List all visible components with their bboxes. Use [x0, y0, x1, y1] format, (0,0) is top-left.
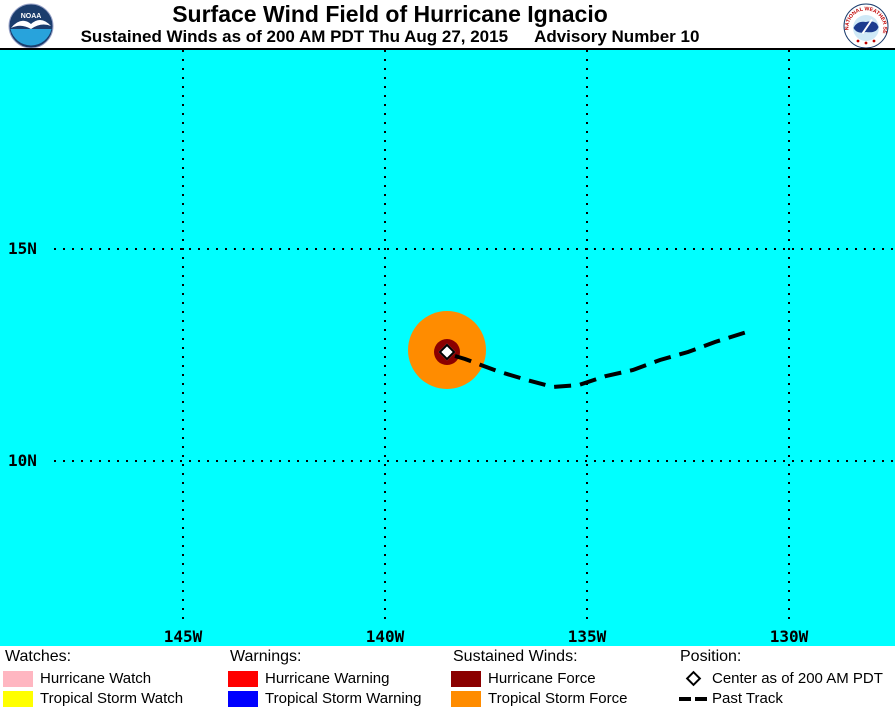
header-divider	[0, 48, 895, 50]
legend-swatch	[451, 670, 481, 687]
legend-column-title: Warnings:	[230, 648, 302, 665]
longitude-label: 145W	[163, 627, 203, 646]
legend-item: Center as of 200 AM PDT	[678, 669, 895, 688]
svg-text:NOAA: NOAA	[21, 13, 42, 20]
legend-column-title: Position:	[680, 648, 742, 665]
wind-field-map: 145W 140W 135W 130W 15N 10N	[0, 50, 895, 646]
longitude-gridline	[788, 50, 790, 620]
legend-column: Warnings: Hurricane Warning Tropical Storm…	[228, 648, 448, 708]
legend-swatch	[3, 670, 33, 687]
longitude-label: 130W	[769, 627, 809, 646]
page-title: Surface Wind Field of Hurricane Ignacio	[172, 1, 608, 27]
longitude-gridline	[586, 50, 588, 620]
legend-item-label: Hurricane Watch	[40, 670, 152, 687]
legend-column: Sustained Winds: Hurricane Force Tropical …	[451, 648, 671, 708]
past-track-icon	[678, 691, 708, 707]
legend-item: Past Track	[678, 689, 895, 708]
longitude-label: 135W	[567, 627, 607, 646]
noaa-logo-icon: NOAA	[8, 3, 54, 49]
latitude-label: 10N	[8, 451, 37, 470]
dash-glyph	[679, 696, 691, 701]
legend-item: Tropical Storm Force	[451, 689, 671, 708]
center-diamond-icon	[678, 670, 708, 687]
legend-item: Hurricane Warning	[228, 669, 448, 688]
latitude-gridline	[54, 460, 895, 462]
legend-item-label: Center as of 200 AM PDT	[712, 670, 883, 687]
latitude-label: 15N	[8, 239, 37, 258]
legend-swatch	[451, 690, 481, 707]
legend-item-label: Past Track	[712, 690, 783, 707]
legend-column-title: Watches:	[5, 648, 72, 665]
longitude-gridline	[182, 50, 184, 620]
diamond-glyph	[685, 670, 701, 687]
legend-column: Position: Center as of 200 AM PDT Past Tra…	[678, 648, 895, 708]
latitude-gridline	[54, 248, 895, 250]
legend-column: Watches: Hurricane Watch Tropical Storm Wa…	[3, 648, 223, 708]
dash-glyph	[695, 696, 707, 701]
legend: Watches: Hurricane Watch Tropical Storm Wa…	[0, 646, 895, 716]
legend-item-label: Hurricane Force	[488, 670, 596, 687]
legend-swatch	[3, 690, 33, 707]
longitude-label: 140W	[365, 627, 405, 646]
legend-item-label: Tropical Storm Watch	[40, 690, 184, 707]
legend-item-label: Tropical Storm Warning	[265, 690, 422, 707]
nws-logo-icon: NATIONAL WEATHER SERVICE	[842, 3, 889, 49]
legend-column-title: Sustained Winds:	[453, 648, 578, 665]
advisory-number: Advisory Number 10	[534, 27, 700, 46]
legend-swatch	[228, 670, 258, 687]
page-subtitle: Sustained Winds as of 200 AM PDT Thu Aug…	[60, 27, 720, 47]
legend-item: Hurricane Watch	[3, 669, 223, 688]
legend-item: Tropical Storm Warning	[228, 689, 448, 708]
subtitle-datetime: Sustained Winds as of 200 AM PDT Thu Aug…	[80, 27, 509, 46]
longitude-gridline	[384, 50, 386, 620]
legend-item: Hurricane Force	[451, 669, 671, 688]
legend-swatch	[228, 690, 258, 707]
legend-item-label: Hurricane Warning	[265, 670, 390, 687]
legend-item-label: Tropical Storm Force	[488, 690, 628, 707]
legend-item: Tropical Storm Watch	[3, 689, 223, 708]
